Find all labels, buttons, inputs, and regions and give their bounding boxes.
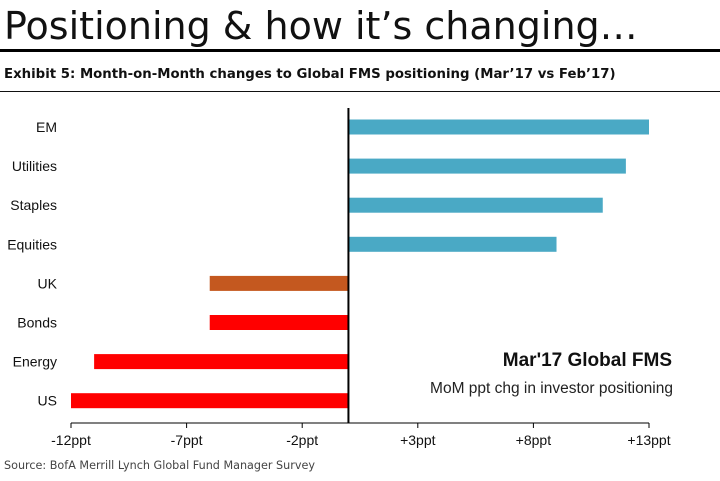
bar-em xyxy=(348,119,649,135)
annotation-title: Mar'17 Global FMS xyxy=(503,350,672,371)
category-label-energy: Energy xyxy=(13,354,57,370)
bar-uk xyxy=(209,275,349,291)
bar-equities xyxy=(348,236,557,252)
bar-bonds xyxy=(209,315,349,330)
bars-layer xyxy=(71,119,649,409)
x-tick-label: -12ppt xyxy=(51,432,91,448)
title-rule xyxy=(0,49,720,52)
category-label-bonds: Bonds xyxy=(17,315,57,331)
x-tick-label: -2ppt xyxy=(286,432,318,448)
exhibit-rule xyxy=(0,91,720,92)
category-label-em: EM xyxy=(36,119,57,135)
bar-energy xyxy=(94,354,349,370)
category-label-equities: Equities xyxy=(7,236,57,252)
x-tick-label: +13ppt xyxy=(627,432,670,448)
x-tick-label: +3ppt xyxy=(400,432,436,448)
x-tick-label: -7ppt xyxy=(171,432,203,448)
bar-staples xyxy=(348,197,603,213)
x-axis: -12ppt -7ppt -2ppt +3ppt +8ppt +13ppt xyxy=(51,422,671,448)
category-label-staples: Staples xyxy=(10,197,57,213)
annotation-subtitle: MoM ppt chg in investor positioning xyxy=(430,380,673,397)
bar-us xyxy=(71,393,349,409)
category-labels: EM Utilities Staples Equities UK Bonds Energy U… xyxy=(7,119,57,409)
category-label-uk: UK xyxy=(38,275,58,291)
bar-utilities xyxy=(348,158,626,174)
source-note: Source: BofA Merrill Lynch Global Fund M… xyxy=(4,459,315,472)
slide-title: Positioning & how it’s changing… xyxy=(4,4,638,48)
category-label-utilities: Utilities xyxy=(12,158,57,174)
x-tick-label: +8ppt xyxy=(516,432,552,448)
category-label-us: US xyxy=(38,393,57,409)
exhibit-title: Exhibit 5: Month-on-Month changes to Glo… xyxy=(4,67,616,82)
